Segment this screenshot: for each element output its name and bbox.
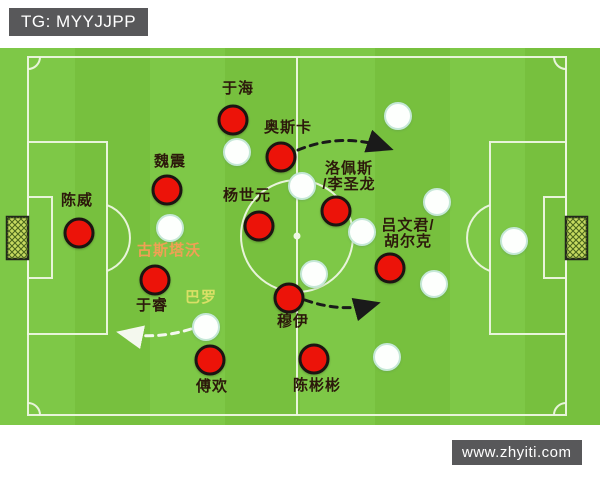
player-label: 陈威 bbox=[60, 192, 94, 209]
red-player-marker bbox=[139, 264, 171, 296]
right-penalty-arc bbox=[466, 204, 491, 272]
red-player-marker bbox=[298, 343, 330, 375]
white-player-marker bbox=[288, 172, 316, 200]
white-player-marker bbox=[223, 138, 251, 166]
movement-arrows bbox=[116, 129, 394, 349]
player-label: 傅欢 bbox=[195, 378, 229, 395]
corner-arc-bottom-left bbox=[27, 402, 41, 416]
mooy-run-arrow bbox=[303, 297, 381, 322]
baro-run-arrow bbox=[116, 325, 193, 349]
white-player-marker bbox=[420, 270, 448, 298]
player-label: 吕文君/ 胡尔克 bbox=[381, 217, 435, 250]
white-player-marker bbox=[300, 260, 328, 288]
red-player-marker bbox=[151, 174, 183, 206]
white-player-marker bbox=[348, 218, 376, 246]
red-player-marker bbox=[243, 210, 275, 242]
player-label: 古斯塔沃 bbox=[136, 242, 202, 259]
left-goal bbox=[5, 215, 30, 261]
red-player-marker bbox=[273, 282, 305, 314]
corner-arc-top-left bbox=[27, 56, 41, 70]
left-penalty-arc bbox=[106, 204, 131, 272]
white-player-marker bbox=[500, 227, 528, 255]
player-label: 于海 bbox=[221, 80, 255, 97]
corner-arc-top-right bbox=[553, 56, 567, 70]
player-label: 洛佩斯 /李圣龙 bbox=[322, 160, 376, 193]
red-player-marker bbox=[63, 217, 95, 249]
player-label: 穆伊 bbox=[276, 313, 310, 330]
red-player-marker bbox=[374, 252, 406, 284]
red-player-marker bbox=[194, 344, 226, 376]
player-label: 杨世元 bbox=[222, 187, 272, 204]
player-label: 魏震 bbox=[153, 153, 187, 170]
oscar-run-arrow bbox=[296, 129, 394, 153]
corner-arc-bottom-right bbox=[553, 402, 567, 416]
red-player-marker bbox=[320, 195, 352, 227]
white-player-marker bbox=[373, 343, 401, 371]
white-player-marker bbox=[192, 313, 220, 341]
player-label: 巴罗 bbox=[184, 289, 218, 306]
player-label: 于睿 bbox=[135, 297, 169, 314]
website-badge: www.zhyiti.com bbox=[452, 440, 582, 465]
white-player-marker bbox=[156, 214, 184, 242]
player-label: 陈彬彬 bbox=[292, 377, 342, 394]
right-goal bbox=[564, 215, 589, 261]
center-spot bbox=[293, 232, 301, 240]
white-player-marker bbox=[384, 102, 412, 130]
red-player-marker bbox=[265, 141, 297, 173]
white-player-marker bbox=[423, 188, 451, 216]
player-label: 奥斯卡 bbox=[263, 119, 313, 136]
tg-channel-badge: TG: MYYJJPP bbox=[9, 8, 149, 36]
red-player-marker bbox=[217, 104, 249, 136]
